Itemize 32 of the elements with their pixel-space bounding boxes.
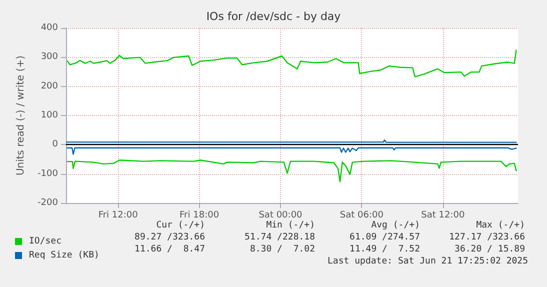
y-tick-label: 400: [40, 23, 58, 33]
legend-label: Req Size (KB): [29, 250, 100, 260]
text: 36.20 / 15.89: [454, 244, 525, 254]
x-tick-label: Fri 18:00: [180, 210, 220, 220]
x-tick-label: Sat 06:00: [340, 210, 384, 220]
y-tick-label: 200: [40, 81, 58, 92]
text: 51.74 /228.18: [244, 232, 315, 242]
line-series: [66, 160, 517, 182]
text: 89.27 /323.66: [134, 232, 205, 242]
line-series: [66, 50, 517, 78]
y-axis-title: Units read (-) / write (+): [16, 55, 26, 176]
text: Last update: Sat Jun 21 17:25:02 2025: [328, 256, 528, 266]
text: Min (-/+): [266, 220, 315, 230]
x-tick-label: Sat 12:00: [421, 210, 465, 220]
y-tick-label: -100: [38, 168, 58, 179]
text: 11.66 / 8.47: [134, 244, 205, 254]
legend-label: IO/sec: [29, 236, 62, 246]
y-tick-label: 100: [40, 110, 58, 120]
text: Avg (-/+): [371, 220, 420, 230]
text: Max (-/+): [476, 220, 525, 230]
x-tick-label: Sat 00:00: [258, 210, 303, 220]
line-series: [66, 147, 517, 155]
y-tick-label: -200: [38, 198, 58, 208]
text: 127.17 /323.66: [449, 232, 525, 242]
text: 8.30 / 7.02: [250, 244, 315, 254]
text: 11.49 / 7.52: [350, 244, 420, 254]
y-tick-label: 0: [52, 140, 58, 150]
x-tick-label: Fri 12:00: [98, 210, 138, 220]
text: Cur (-/+): [156, 220, 205, 230]
text: 61.09 /274.57: [350, 232, 420, 242]
y-tick-label: 300: [40, 52, 58, 62]
chart-title: IOs for /dev/sdc - by day: [206, 10, 342, 23]
